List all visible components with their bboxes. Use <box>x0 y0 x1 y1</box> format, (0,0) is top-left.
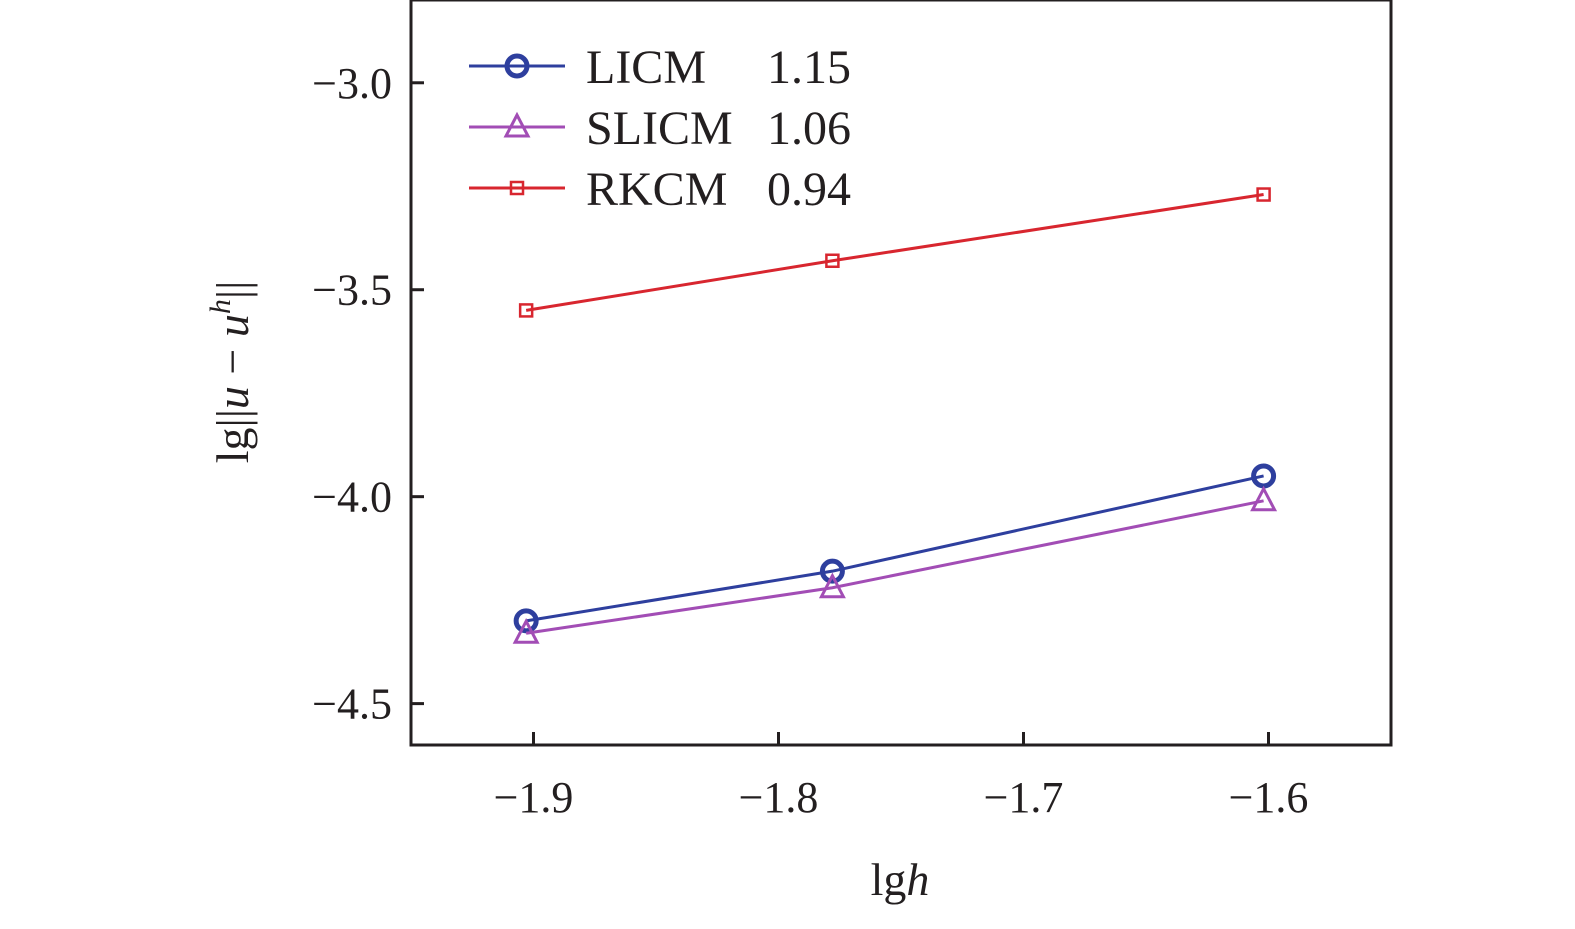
legend-series-value: 1.15 <box>767 41 851 94</box>
data-point <box>819 558 845 584</box>
legend-series-name: SLICM <box>586 102 733 155</box>
legend-item-rkcm: RKCM 0.94 <box>469 163 851 216</box>
y-tick-label: −4.0 <box>312 473 392 522</box>
legend-series-value: 0.94 <box>767 163 851 216</box>
legend-series-value: 1.06 <box>767 102 851 155</box>
data-point <box>1256 187 1271 202</box>
legend-series-name: LICM <box>586 41 706 94</box>
x-tick-label: −1.7 <box>984 773 1064 822</box>
y-tick-label: −4.5 <box>312 680 392 729</box>
x-tick-label: −1.9 <box>494 773 574 822</box>
legend-item-slicm: SLICM 1.06 <box>469 102 851 155</box>
series-rkcm <box>518 187 1271 318</box>
y-axis-ticks: −3.0 −3.5 −4.0 −4.5 <box>312 59 424 729</box>
x-axis-ticks: −1.9 −1.8 −1.7 −1.6 <box>494 732 1309 822</box>
series-line <box>525 499 1264 635</box>
series-licm <box>513 463 1277 634</box>
y-tick-label: −3.5 <box>312 266 392 315</box>
legend-series-name: RKCM <box>586 163 727 216</box>
y-axis-label: lg||u − uh|| <box>204 281 258 464</box>
x-tick-label: −1.8 <box>739 773 819 822</box>
x-tick-label: −1.6 <box>1229 773 1309 822</box>
x-axis-label: lgh <box>871 854 930 905</box>
data-point <box>513 608 539 634</box>
legend-item-licm: LICM 1.15 <box>469 41 851 94</box>
data-point <box>1250 485 1278 512</box>
legend: LICM 1.15 SLICM 1.06 RKCM 0.94 <box>469 41 851 216</box>
data-point <box>512 618 540 644</box>
series-line <box>525 474 1264 623</box>
data-point <box>818 572 846 599</box>
legend-marker <box>503 111 531 138</box>
series-slicm <box>512 485 1278 644</box>
data-point <box>825 253 840 268</box>
legend-marker <box>504 53 530 79</box>
data-point <box>518 303 534 318</box>
series-layer <box>512 187 1278 644</box>
legend-marker <box>509 180 525 196</box>
y-tick-label: −3.0 <box>312 59 392 108</box>
series-line <box>525 193 1264 312</box>
plot-frame <box>409 0 1393 747</box>
